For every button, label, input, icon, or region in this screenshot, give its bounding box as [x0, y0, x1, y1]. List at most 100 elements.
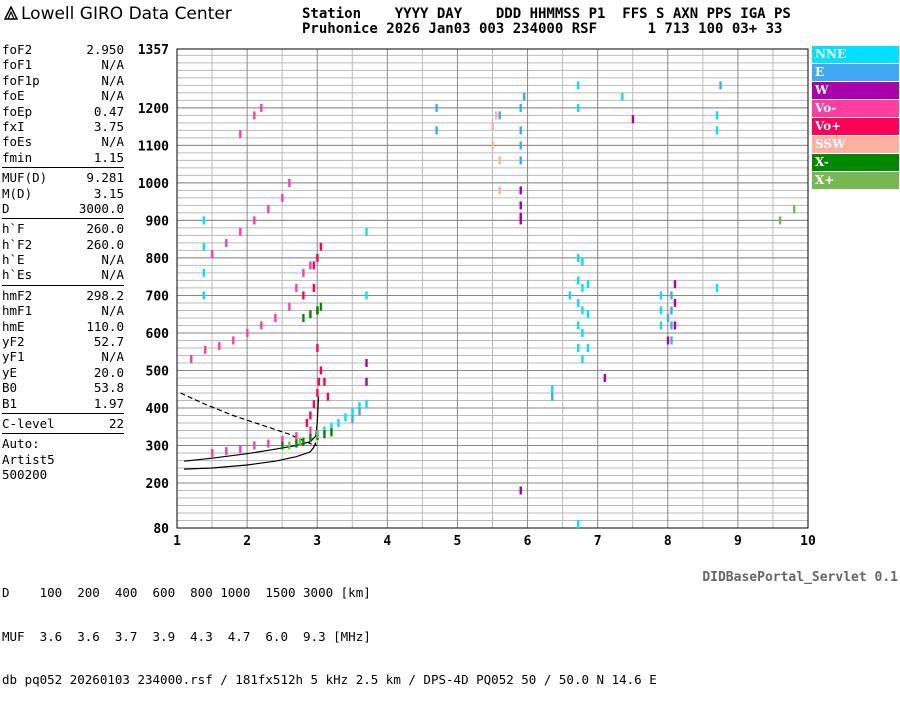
param-label: h`F2	[2, 236, 33, 252]
footer-muf-line: MUF 3.6 3.6 3.7 3.9 4.3 4.7 6.0 9.3 [MHz…	[2, 628, 371, 644]
footer-info-line: db pq052 20260103 234000.rsf / 181fx512h…	[2, 672, 657, 687]
echo-point	[302, 268, 305, 277]
echo-point	[577, 103, 580, 112]
echo-point	[309, 411, 312, 420]
param-separator	[2, 433, 124, 435]
echo-point	[190, 355, 193, 364]
echo-point	[673, 321, 677, 330]
y-tick-label: 1200	[138, 102, 169, 117]
param-row: hmF2 298.2	[2, 288, 124, 303]
param-row: hmE 110.0	[2, 319, 124, 334]
autoscaling-note: 500200	[2, 467, 48, 483]
echo-point	[358, 402, 361, 411]
parameter-panel: foF2 2.950 foF1 N/A foF1p N/A foE N/A foEp 0.47 fx…	[2, 42, 124, 483]
echo-point	[586, 280, 590, 289]
param-row: hmF1 N/A	[2, 303, 124, 318]
y-tick-label: 1000	[138, 177, 169, 192]
param-row: foF1p N/A	[2, 73, 124, 88]
param-row: fmin 1.15	[2, 150, 124, 165]
echo-point	[288, 441, 291, 450]
lowell-logo-icon	[4, 6, 18, 20]
echo-point	[778, 216, 782, 225]
echo-point	[302, 291, 305, 300]
param-value: N/A	[101, 349, 124, 365]
param-label: yF2	[2, 334, 25, 350]
x-tick-label: 3	[313, 534, 321, 549]
echo-point	[202, 242, 206, 251]
legend-item: Vo+	[812, 118, 899, 135]
echo-point	[719, 81, 722, 90]
echo-point	[435, 103, 438, 112]
param-value: N/A	[101, 57, 124, 73]
plot-frame	[176, 48, 809, 529]
param-row: foEs N/A	[2, 134, 124, 149]
echo-point	[715, 111, 719, 120]
echo-point	[351, 407, 354, 416]
y-tick-label: 200	[146, 477, 170, 492]
echo-point	[302, 313, 305, 322]
echo-point	[519, 141, 522, 150]
echo-point	[577, 343, 580, 352]
echo-point	[365, 358, 368, 367]
param-value: 3.15	[93, 185, 124, 201]
echo-point	[260, 103, 263, 112]
param-value: 260.0	[86, 236, 124, 252]
param-value: 2.950	[86, 42, 124, 57]
echo-point	[581, 257, 584, 266]
echo-point	[281, 193, 284, 202]
echo-point	[330, 422, 333, 431]
echo-point	[435, 126, 438, 135]
param-value: 3.75	[93, 118, 124, 134]
y-tick-label: 900	[146, 214, 170, 229]
param-value: N/A	[101, 267, 124, 283]
param-separator	[2, 284, 124, 286]
echo-point	[670, 291, 673, 300]
echo-point	[326, 392, 330, 401]
echo-point	[302, 437, 305, 446]
echo-point	[581, 306, 584, 315]
echo-point	[659, 291, 663, 300]
param-label: h`Es	[2, 267, 33, 283]
echo-point	[659, 321, 663, 330]
param-value: 0.47	[93, 103, 124, 119]
x-tick-label: 6	[524, 534, 532, 549]
param-label: fmin	[2, 149, 33, 165]
header-line-2: Pruhonice 2026 Jan03 003 234000 RSF 1 71…	[302, 21, 783, 37]
header-line-1: Station YYYY DAY DDD HHMMSS P1 FFS S AXN…	[302, 6, 791, 22]
y-tick-label: 600	[146, 327, 170, 342]
echo-point	[312, 400, 316, 409]
param-row: C-level 22	[2, 416, 124, 431]
echo-point	[577, 298, 580, 307]
echo-point	[519, 186, 522, 195]
x-tick-label: 9	[734, 534, 742, 549]
param-label: foEs	[2, 134, 33, 150]
param-label: h`F	[2, 221, 25, 237]
echo-point	[670, 336, 673, 345]
echo-point	[551, 385, 554, 394]
param-row: B0 53.8	[2, 380, 124, 395]
echo-point	[666, 336, 670, 345]
legend-item: NNE	[812, 46, 899, 63]
y-tick-label: 800	[146, 252, 170, 267]
echo-point	[358, 407, 361, 416]
param-row: foF2 2.950	[2, 42, 124, 57]
echo-point	[218, 342, 221, 351]
legend-item: W	[812, 82, 899, 99]
echo-point	[317, 377, 321, 386]
echo-point	[670, 306, 673, 315]
y-tick-label: 500	[146, 364, 170, 379]
echo-point	[498, 111, 501, 120]
param-row: h`E N/A	[2, 252, 124, 267]
x-tick-label: 5	[454, 534, 462, 549]
echo-point	[267, 439, 270, 448]
legend-item: X-	[812, 154, 899, 171]
param-label: M(D)	[2, 185, 33, 201]
echo-point	[309, 426, 312, 435]
echo-point	[260, 321, 263, 330]
param-label: MUF(D)	[2, 170, 48, 186]
echo-point	[519, 103, 522, 112]
param-value: 9.281	[86, 170, 124, 186]
echo-point	[519, 126, 522, 135]
param-value: 20.0	[93, 364, 124, 380]
param-label: B1	[2, 395, 18, 411]
